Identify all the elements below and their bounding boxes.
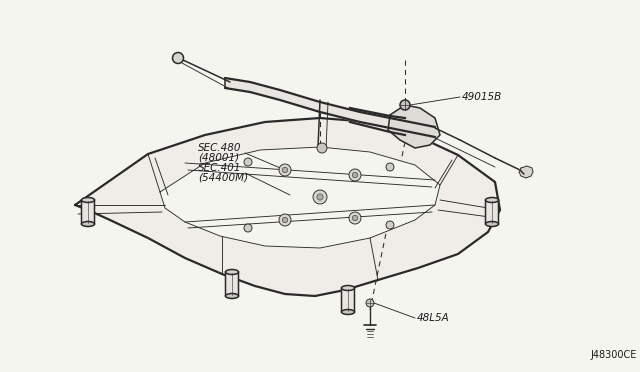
Circle shape (386, 163, 394, 171)
Text: 49015B: 49015B (462, 92, 502, 102)
Ellipse shape (225, 269, 239, 275)
Circle shape (366, 299, 374, 307)
Polygon shape (75, 118, 500, 296)
Circle shape (317, 194, 323, 200)
Circle shape (313, 190, 327, 204)
Circle shape (244, 158, 252, 166)
Ellipse shape (486, 198, 499, 202)
FancyBboxPatch shape (486, 200, 499, 224)
Text: (54400M): (54400M) (198, 173, 248, 183)
FancyBboxPatch shape (225, 272, 239, 296)
FancyBboxPatch shape (342, 288, 355, 312)
Polygon shape (388, 105, 440, 148)
Text: SEC.480: SEC.480 (198, 143, 241, 153)
Polygon shape (519, 166, 533, 178)
Polygon shape (160, 147, 440, 248)
Ellipse shape (225, 294, 239, 298)
Ellipse shape (486, 221, 499, 227)
Circle shape (386, 221, 394, 229)
Ellipse shape (342, 310, 355, 314)
Circle shape (349, 212, 361, 224)
Text: J48300CE: J48300CE (590, 350, 636, 360)
Text: (48001): (48001) (198, 153, 239, 163)
FancyBboxPatch shape (81, 200, 95, 224)
Circle shape (400, 100, 410, 110)
Circle shape (317, 143, 327, 153)
Circle shape (279, 164, 291, 176)
Circle shape (244, 224, 252, 232)
Circle shape (282, 167, 288, 173)
Circle shape (279, 214, 291, 226)
Text: SEC.401: SEC.401 (198, 163, 241, 173)
Circle shape (352, 215, 358, 221)
Ellipse shape (342, 285, 355, 291)
Text: 48L5A: 48L5A (417, 313, 450, 323)
Circle shape (282, 217, 288, 223)
Ellipse shape (81, 198, 95, 202)
Circle shape (173, 52, 184, 64)
Circle shape (349, 169, 361, 181)
Circle shape (352, 172, 358, 178)
Ellipse shape (81, 221, 95, 227)
